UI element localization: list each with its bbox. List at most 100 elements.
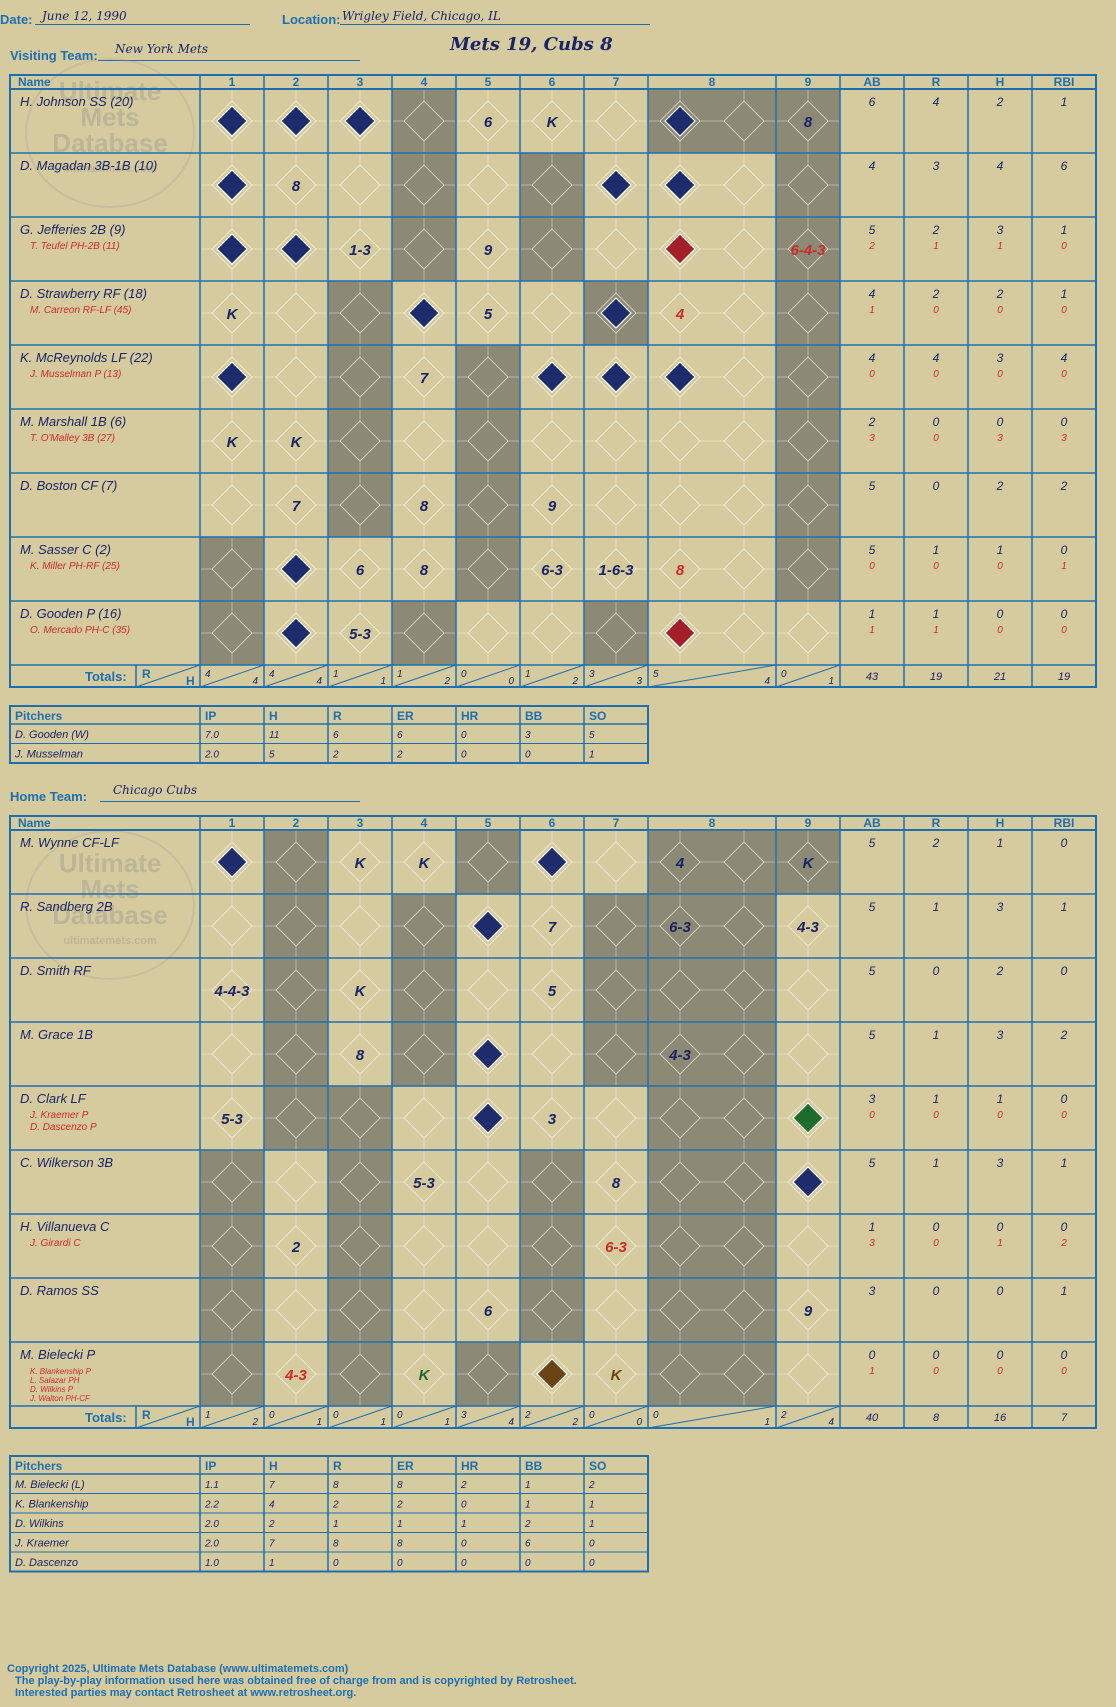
batter-stat: 5: [869, 964, 876, 978]
inning-hits: 1: [380, 676, 386, 687]
pitcher-stat: 0: [525, 1558, 531, 1569]
batter-name: G. Jefferies 2B (9): [20, 222, 125, 237]
play-result: 8: [804, 114, 813, 131]
batter-stat: 5: [869, 1028, 876, 1042]
batter-stat: 1: [1061, 900, 1068, 914]
batter-stat: 0: [933, 1220, 940, 1234]
home-team-label: Home Team:: [10, 789, 88, 804]
play-result: 8: [612, 1175, 621, 1192]
totals-label: Totals:: [85, 669, 127, 684]
batter-stat: 1: [933, 900, 940, 914]
pitcher-stat: 0: [525, 750, 531, 761]
pitcher-stat: 2: [524, 1519, 531, 1530]
play-result: 4: [675, 855, 685, 872]
run-scored-diamond: [216, 846, 248, 878]
substitute-stat: 0: [869, 561, 875, 572]
inning-header: 4: [421, 816, 428, 830]
pitcher-column-header: BB: [525, 1459, 543, 1473]
inning-hits: 1: [764, 1417, 770, 1428]
play-result: K: [547, 114, 559, 131]
batter-stat: 0: [997, 1220, 1004, 1234]
watermark-logo: Ultimate Mets Database ultimatemets.com: [25, 58, 195, 208]
inning-hits: 1: [380, 1417, 386, 1428]
play-result: 8: [420, 498, 429, 515]
substitute-name: M. Carreon RF-LF (45): [30, 305, 132, 316]
batter-stat: 2: [996, 95, 1004, 109]
run-scored-diamond: [536, 846, 568, 878]
batter-stat: 3: [997, 351, 1004, 365]
batter-stat: 5: [869, 543, 876, 557]
inning-runs: 1: [333, 669, 339, 680]
substitute-stat: 0: [997, 561, 1003, 572]
play-result: K: [227, 434, 239, 451]
run-scored-diamond: [536, 1358, 568, 1390]
batter-stat: 0: [1061, 1092, 1068, 1106]
pitcher-name: J. Kraemer: [14, 1538, 70, 1550]
location-label: Location:: [282, 12, 341, 27]
play-result: 6: [484, 1303, 493, 1320]
pitcher-name: D. Wilkins: [15, 1518, 64, 1530]
pitcher-column-header: R: [333, 1459, 342, 1473]
batter-name: M. Marshall 1B (6): [20, 414, 126, 429]
batter-stat: 0: [997, 1284, 1004, 1298]
batter-name: C. Wilkerson 3B: [20, 1155, 113, 1170]
run-scored-diamond: [344, 105, 376, 137]
pitcher-name: K. Blankenship: [15, 1499, 88, 1511]
play-result: 5: [548, 983, 557, 1000]
pitcher-stat: 1: [525, 1480, 531, 1491]
pitcher-column-header: H: [269, 709, 278, 723]
pitcher-stat: 0: [461, 750, 467, 761]
substitute-stat: 0: [1061, 241, 1067, 252]
total-stat: 8: [933, 1412, 940, 1424]
inning-runs: 3: [461, 1410, 467, 1421]
substitute-stat: 1: [933, 241, 939, 252]
inning-runs: 0: [397, 1410, 403, 1421]
play-result: 7: [420, 370, 429, 387]
stat-header: RBI: [1054, 816, 1075, 830]
pitcher-stat: 0: [333, 1558, 339, 1569]
stat-header: RBI: [1054, 75, 1075, 89]
play-result: 8: [420, 562, 429, 579]
batter-stat: 0: [1061, 964, 1068, 978]
batter-stat: 2: [868, 415, 876, 429]
batter-stat: 4: [933, 351, 940, 365]
run-scored-diamond: [792, 1102, 824, 1134]
play-result: K: [611, 1367, 623, 1384]
batter-name: D. Ramos SS: [20, 1283, 99, 1298]
substitute-name: D. Dascenzo P: [30, 1122, 97, 1133]
play-result: 4-4-3: [213, 983, 250, 1000]
totals-r-label: R: [142, 667, 151, 681]
pitcher-stat: 8: [333, 1539, 339, 1550]
substitute-stat: 1: [869, 625, 875, 636]
substitute-stat: 0: [1061, 625, 1067, 636]
inning-header: 1: [229, 816, 236, 830]
watermark-logo-home: Ultimate Mets Database ultimatemets.com: [25, 830, 195, 980]
batter-stat: 4: [997, 159, 1004, 173]
pitcher-column-header: BB: [525, 709, 543, 723]
substitute-stat: 0: [933, 561, 939, 572]
pitcher-column-header: IP: [205, 709, 216, 723]
inning-hits: 4: [764, 676, 770, 687]
substitute-name: K. Miller PH-RF (25): [30, 561, 120, 572]
inning-runs: 4: [269, 669, 275, 680]
play-result: 9: [804, 1303, 813, 1320]
batter-stat: 1: [933, 543, 940, 557]
run-scored-diamond: [216, 169, 248, 201]
play-result: 6-4-3: [790, 242, 826, 259]
pitcher-stat: 5: [589, 730, 595, 741]
play-result: K: [355, 855, 367, 872]
batter-stat: 5: [869, 479, 876, 493]
substitute-stat: 2: [868, 241, 875, 252]
inning-hits: 2: [443, 676, 450, 687]
batter-name: H. Villanueva C: [20, 1219, 110, 1234]
inning-hits: 4: [828, 1417, 834, 1428]
inning-runs: 2: [524, 1410, 531, 1421]
substitute-stat: 1: [997, 1238, 1003, 1249]
batter-stat: 5: [869, 836, 876, 850]
batter-stat: 6: [1061, 159, 1068, 173]
play-result: 9: [484, 242, 493, 259]
batter-stat: 1: [1061, 223, 1068, 237]
pitcher-stat: 8: [333, 1480, 339, 1491]
pitcher-stat: 0: [461, 1558, 467, 1569]
